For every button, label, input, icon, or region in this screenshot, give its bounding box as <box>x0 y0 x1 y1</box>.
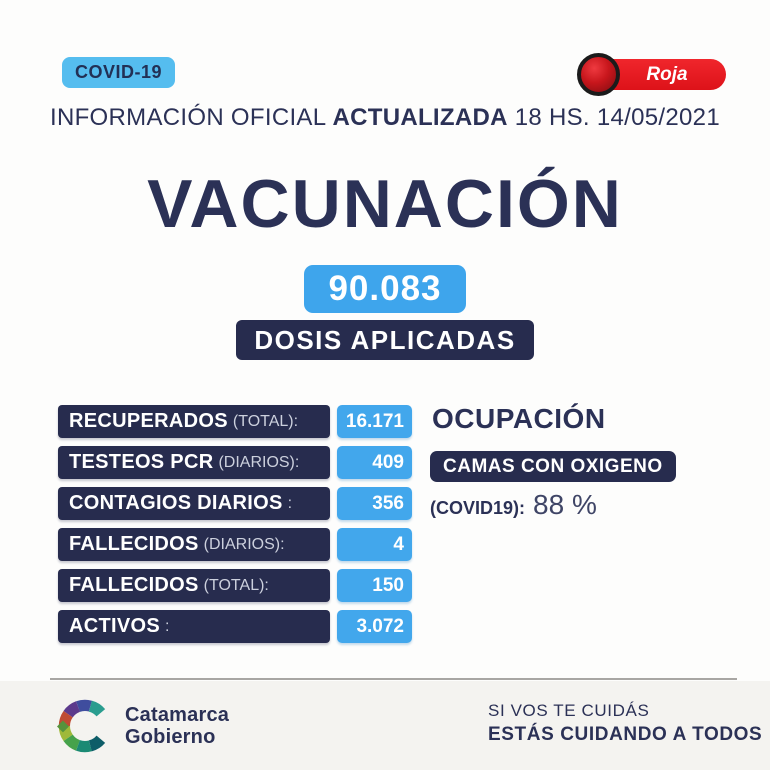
stat-label: CONTAGIOS DIARIOS : <box>58 487 330 520</box>
doses-value-badge: 90.083 <box>304 265 466 313</box>
info-updated: ACTUALIZADA <box>332 104 508 131</box>
tagline-line2: ESTÁS CUIDANDO A TODOS <box>488 724 763 745</box>
stat-label-main: ACTIVOS <box>69 615 160 637</box>
stat-value: 16.171 <box>337 405 412 438</box>
stat-label-sub: : <box>287 494 293 512</box>
table-row-activos: ACTIVOS : 3.072 <box>58 610 412 643</box>
stat-label: ACTIVOS : <box>58 610 330 643</box>
info-prefix: INFORMACIÓN OFICIAL <box>50 104 333 131</box>
catamarca-logo-icon <box>57 699 106 753</box>
table-row-contagios: CONTAGIOS DIARIOS : 356 <box>58 487 412 520</box>
stat-label-main: TESTEOS PCR <box>69 451 214 473</box>
stats-table: RECUPERADOS (TOTAL): 16.171 TESTEOS PCR … <box>58 405 412 651</box>
occupation-detail-label: (COVID19): <box>430 498 526 518</box>
oxygen-beds-badge: CAMAS CON OXIGENO <box>430 451 676 482</box>
doses-value-wrapper: 90.083 <box>0 265 770 313</box>
stat-label-sub: (TOTAL): <box>203 576 269 594</box>
stat-label-sub: (DIARIOS): <box>203 535 285 553</box>
table-row-recuperados: RECUPERADOS (TOTAL): 16.171 <box>58 405 412 438</box>
table-row-fallecidos-diarios: FALLECIDOS (DIARIOS): 4 <box>58 528 412 561</box>
stat-value: 3.072 <box>337 610 412 643</box>
table-row-fallecidos-total: FALLECIDOS (TOTAL): 150 <box>58 569 412 602</box>
stat-value: 409 <box>337 446 412 479</box>
logo-text: Catamarca Gobierno <box>125 704 229 748</box>
page-title: VACUNACIÓN <box>147 166 623 242</box>
covid19-badge: COVID-19 <box>62 57 176 88</box>
stat-label: FALLECIDOS (DIARIOS): <box>58 528 330 561</box>
stat-label-main: FALLECIDOS <box>69 533 199 555</box>
stat-value: 356 <box>337 487 412 520</box>
stat-label-main: FALLECIDOS <box>69 574 199 596</box>
catamarca-gobierno-logo: Catamarca Gobierno <box>55 696 229 756</box>
stat-label-sub: (DIARIOS): <box>218 453 300 471</box>
info-datetime: 18 HS. 14/05/2021 <box>507 104 720 131</box>
stat-value: 150 <box>337 569 412 602</box>
logo-line1: Catamarca <box>125 704 230 726</box>
covid19-badge-label: COVID-19 <box>75 62 163 82</box>
stat-value: 4 <box>337 528 412 561</box>
logo-line2: Gobierno <box>125 726 216 748</box>
tagline-line1: SI VOS TE CUIDÁS <box>488 701 650 720</box>
doses-label-badge: DOSIS APLICADAS <box>236 320 534 360</box>
stat-label: RECUPERADOS (TOTAL): <box>58 405 330 438</box>
footer-divider <box>50 678 737 680</box>
stat-label-main: CONTAGIOS DIARIOS <box>69 492 283 514</box>
table-row-testeos: TESTEOS PCR (DIARIOS): 409 <box>58 446 412 479</box>
occupation-title: OCUPACIÓN <box>432 403 606 434</box>
stat-label-main: RECUPERADOS <box>69 410 228 432</box>
footer-tagline: SI VOS TE CUIDÁS ESTÁS CUIDANDO A TODOS <box>488 701 762 746</box>
footer-background <box>0 681 770 770</box>
stat-label: FALLECIDOS (TOTAL): <box>58 569 330 602</box>
stat-label-sub: : <box>165 617 170 635</box>
stat-label: TESTEOS PCR (DIARIOS): <box>58 446 330 479</box>
occupation-detail-value: 88 % <box>533 489 597 520</box>
doses-label-wrapper: DOSIS APLICADAS <box>0 320 770 360</box>
status-badge-label: Roja <box>646 63 688 85</box>
red-traffic-light-icon <box>577 53 620 96</box>
occupation-detail: (COVID19): 88 % <box>430 489 597 521</box>
stat-label-sub: (TOTAL): <box>232 412 299 430</box>
official-info-line: INFORMACIÓN OFICIAL ACTUALIZADA 18 HS. 1… <box>0 104 770 132</box>
